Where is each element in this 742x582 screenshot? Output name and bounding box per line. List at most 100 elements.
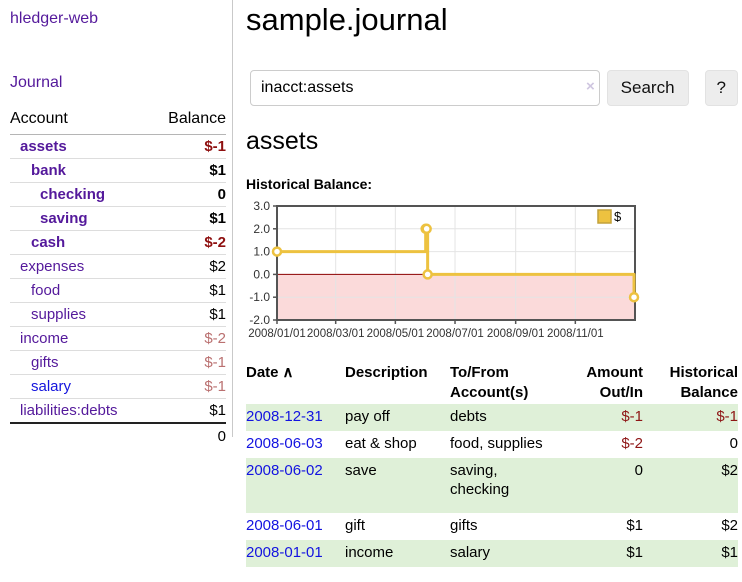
account-link-bank[interactable]: bank [31,162,67,179]
accounts-total-row: 0 [10,423,226,449]
account-link-salary[interactable]: salary [31,378,72,395]
chart-title: Historical Balance: [246,176,373,193]
register-row: 2008-06-01 gift gifts $1 $2 [246,513,738,540]
account-balance: $1 [150,302,226,327]
svg-text:2008/09/01: 2008/09/01 [487,328,545,340]
account-heading: assets [246,126,319,155]
svg-text:2008/03/01: 2008/03/01 [307,328,365,340]
register-row: 2008-06-03 eat & shop food, supplies $-2… [246,431,738,458]
register-header-balance: Historical Balance [669,364,738,401]
transaction-description: pay off [345,408,390,426]
account-row-cash: cash $-2 [10,230,226,255]
account-balance: $-1 [150,374,226,399]
svg-text:1.0: 1.0 [253,245,270,259]
transaction-amount: $-1 [621,408,643,426]
register-row: 2008-12-31 pay off debts $-1 $-1 [246,404,738,432]
account-balance: $-1 [150,134,226,159]
register-header-date-label: Date [246,364,279,382]
svg-text:0.0: 0.0 [253,268,270,282]
search-input[interactable] [250,69,600,106]
help-button[interactable]: ? [704,69,738,106]
transaction-description: eat & shop [345,435,417,453]
transaction-date-link[interactable]: 2008-06-01 [246,517,323,535]
account-row-bank: bank $1 [10,158,226,183]
transaction-description: save [345,461,377,479]
clear-search-icon[interactable]: × [586,77,595,95]
account-link-food[interactable]: food [31,282,61,299]
transaction-accounts: salary [450,544,491,562]
account-balance: $2 [150,254,226,279]
account-link-gifts[interactable]: gifts [31,354,59,371]
register-header-amount: Amount Out/In [586,364,643,401]
svg-text:$: $ [614,209,622,224]
account-row-salary: salary $-1 [10,374,226,399]
account-balance: $1 [150,278,226,303]
transaction-balance: $1 [721,544,738,562]
account-balance: $-2 [150,230,226,255]
account-row-food: food $1 [10,278,226,303]
account-link-saving[interactable]: saving [40,210,88,227]
svg-text:2008/07/01: 2008/07/01 [426,328,484,340]
account-balance: 0 [150,182,226,207]
transaction-accounts: food, supplies [450,435,543,453]
transaction-amount: $-2 [621,435,643,453]
account-row-checking: checking 0 [10,182,226,207]
svg-text:2008/05/01: 2008/05/01 [367,328,425,340]
search-form: × Search ? [246,69,738,106]
search-button[interactable]: Search [606,69,689,106]
account-balance: $-2 [150,326,226,351]
account-link-supplies[interactable]: supplies [31,306,87,323]
register-header-accounts: To/From Account(s) [450,364,529,401]
account-link-liabilities-debts[interactable]: liabilities:debts [20,402,118,419]
sidebar-item-journal[interactable]: Journal [10,74,63,91]
account-link-checking[interactable]: checking [40,186,106,203]
account-row-gifts: gifts $-1 [10,350,226,375]
account-link-expenses[interactable]: expenses [20,258,85,275]
transaction-accounts: debts [450,408,487,426]
transaction-date-link[interactable]: 2008-06-03 [246,435,323,453]
account-link-income[interactable]: income [20,330,69,347]
sidebar: hledger-web Journal Account Balance asse… [0,0,233,445]
page-title: sample.journal [246,2,448,37]
transaction-balance: 0 [729,435,738,453]
svg-text:2008/11/01: 2008/11/01 [547,328,604,340]
svg-text:3.0: 3.0 [253,199,270,213]
register-table: Date ∧ Description To/From Account(s) Amo… [246,361,738,567]
account-row-liabilities-debts: liabilities:debts $1 [10,398,226,424]
main-content: sample.journal × Search ? assets Histori… [246,0,738,567]
account-balance: $1 [150,206,226,231]
register-row: 2008-06-02 save saving, checking 0 $2 [246,457,738,514]
transaction-amount: 0 [634,461,643,479]
register-header-date[interactable]: Date ∧ [246,361,345,404]
account-link-assets[interactable]: assets [20,138,67,155]
transaction-date-link[interactable]: 2008-01-01 [246,544,323,562]
account-row-saving: saving $1 [10,206,226,231]
transaction-amount: $1 [626,544,643,562]
account-balance: $-1 [150,350,226,375]
transaction-accounts: saving, checking [450,461,510,498]
transaction-accounts: gifts [450,517,478,535]
sort-ascending-icon: ∧ [282,364,294,382]
account-row-supplies: supplies $1 [10,302,226,327]
transaction-description: income [345,544,394,562]
account-row-assets: assets $-1 [10,134,226,159]
accounts-header-row: Account Balance [10,109,226,135]
account-link-cash[interactable]: cash [31,234,66,251]
transaction-amount: $1 [626,517,643,535]
transaction-date-link[interactable]: 2008-12-31 [246,408,323,426]
transaction-balance: $-1 [716,408,738,426]
accounts-table: Account Balance assets $-1 bank $1 checkin… [10,109,226,449]
accounts-header-balance: Balance [150,109,226,135]
svg-text:-1.0: -1.0 [249,291,270,305]
transaction-date-link[interactable]: 2008-06-02 [246,461,323,479]
account-row-income: income $-2 [10,326,226,351]
register-header-row: Date ∧ Description To/From Account(s) Amo… [246,361,738,404]
svg-text:2.0: 2.0 [253,222,270,236]
account-balance: $1 [150,398,226,424]
app-title-link[interactable]: hledger-web [10,10,99,27]
transaction-balance: $2 [721,461,738,479]
svg-text:-2.0: -2.0 [249,313,270,327]
accounts-header-account: Account [10,109,151,135]
account-balance: $1 [150,158,226,183]
